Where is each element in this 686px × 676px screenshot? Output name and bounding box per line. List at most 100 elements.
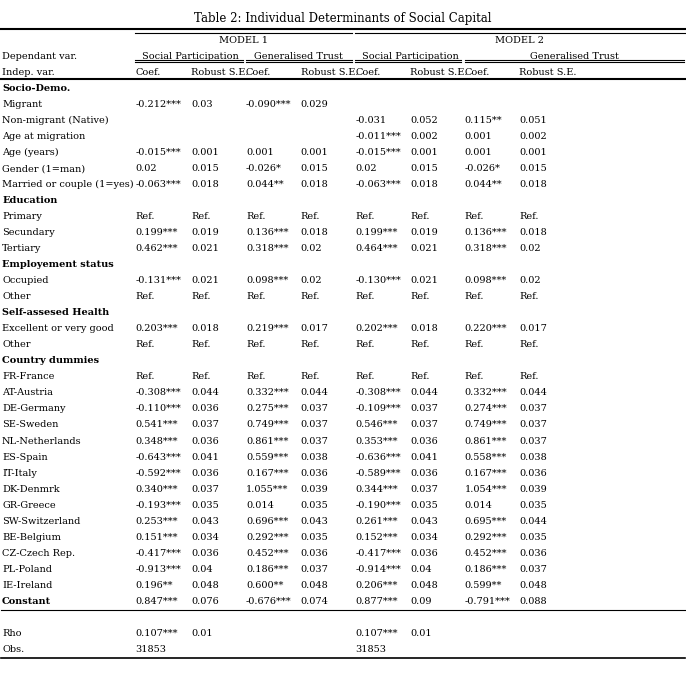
Text: 0.074: 0.074: [300, 597, 329, 606]
Text: 0.076: 0.076: [191, 597, 219, 606]
Text: 0.015: 0.015: [191, 164, 219, 173]
Text: Tertiary: Tertiary: [2, 244, 41, 254]
Text: AT-Austria: AT-Austria: [2, 389, 53, 397]
Text: 0.098***: 0.098***: [246, 276, 288, 285]
Text: 0.695***: 0.695***: [464, 516, 507, 526]
Text: 0.199***: 0.199***: [135, 228, 178, 237]
Text: 0.038: 0.038: [300, 452, 329, 462]
Text: 0.261***: 0.261***: [355, 516, 398, 526]
Text: -0.914***: -0.914***: [355, 564, 401, 574]
Text: 0.04: 0.04: [191, 564, 213, 574]
Text: 0.292***: 0.292***: [246, 533, 289, 541]
Text: -0.063***: -0.063***: [355, 180, 401, 189]
Text: 0.041: 0.041: [191, 452, 220, 462]
Text: 0.599**: 0.599**: [464, 581, 502, 589]
Text: Constant: Constant: [2, 597, 51, 606]
Text: -0.090***: -0.090***: [246, 100, 292, 109]
Text: 0.044: 0.044: [191, 389, 220, 397]
Text: 1.054***: 1.054***: [464, 485, 507, 493]
Text: Indep. var.: Indep. var.: [2, 68, 55, 77]
Text: 0.136***: 0.136***: [464, 228, 507, 237]
Text: 0.048: 0.048: [300, 581, 329, 589]
Text: -0.308***: -0.308***: [135, 389, 181, 397]
Text: 0.546***: 0.546***: [355, 420, 398, 429]
Text: -0.417***: -0.417***: [135, 549, 181, 558]
Text: Ref.: Ref.: [519, 292, 539, 301]
Text: 0.219***: 0.219***: [246, 324, 289, 333]
Text: 0.199***: 0.199***: [355, 228, 398, 237]
Text: Self-assesed Health: Self-assesed Health: [2, 308, 109, 317]
Text: 0.035: 0.035: [410, 501, 438, 510]
Text: 0.037: 0.037: [519, 437, 547, 445]
Text: 0.019: 0.019: [191, 228, 219, 237]
Text: Ref.: Ref.: [410, 341, 429, 349]
Text: 0.253***: 0.253***: [135, 516, 178, 526]
Text: 0.152***: 0.152***: [355, 533, 398, 541]
Text: Obs.: Obs.: [2, 645, 24, 654]
Text: 0.186***: 0.186***: [246, 564, 288, 574]
Text: Coef.: Coef.: [246, 68, 272, 77]
Text: Ref.: Ref.: [355, 341, 375, 349]
Text: Secundary: Secundary: [2, 228, 55, 237]
Text: 0.088: 0.088: [519, 597, 547, 606]
Text: -0.031: -0.031: [355, 116, 386, 125]
Text: 0.02: 0.02: [519, 244, 541, 254]
Text: 0.044: 0.044: [410, 389, 438, 397]
Text: Ref.: Ref.: [246, 212, 265, 221]
Text: Ref.: Ref.: [135, 212, 155, 221]
Text: 0.02: 0.02: [300, 276, 322, 285]
Text: 0.038: 0.038: [519, 452, 547, 462]
Text: Coef.: Coef.: [135, 68, 161, 77]
Text: 0.019: 0.019: [410, 228, 438, 237]
Text: 0.036: 0.036: [191, 404, 219, 414]
Text: 0.037: 0.037: [191, 420, 220, 429]
Text: 0.348***: 0.348***: [135, 437, 178, 445]
Text: Ref.: Ref.: [191, 292, 211, 301]
Text: Dependant var.: Dependant var.: [2, 52, 78, 61]
Text: Ref.: Ref.: [135, 292, 155, 301]
Text: 0.332***: 0.332***: [246, 389, 289, 397]
Text: IT-Italy: IT-Italy: [2, 468, 37, 477]
Text: -0.417***: -0.417***: [355, 549, 401, 558]
Text: 0.318***: 0.318***: [464, 244, 507, 254]
Text: 0.02: 0.02: [135, 164, 157, 173]
Text: 0.02: 0.02: [300, 244, 322, 254]
Text: 0.02: 0.02: [519, 276, 541, 285]
Text: 0.037: 0.037: [519, 420, 547, 429]
Text: 0.036: 0.036: [410, 549, 438, 558]
Text: Ref.: Ref.: [355, 212, 375, 221]
Text: 0.001: 0.001: [464, 132, 493, 141]
Text: 0.052: 0.052: [410, 116, 438, 125]
Text: 0.167***: 0.167***: [246, 468, 289, 477]
Text: IE-Ireland: IE-Ireland: [2, 581, 52, 589]
Text: 0.600**: 0.600**: [246, 581, 283, 589]
Text: 0.001: 0.001: [464, 148, 493, 157]
Text: 0.344***: 0.344***: [355, 485, 398, 493]
Text: Occupied: Occupied: [2, 276, 49, 285]
Text: CZ-Czech Rep.: CZ-Czech Rep.: [2, 549, 75, 558]
Text: 0.043: 0.043: [410, 516, 438, 526]
Text: Robust S.E.: Robust S.E.: [191, 68, 249, 77]
Text: 0.037: 0.037: [191, 485, 220, 493]
Text: -0.026*: -0.026*: [464, 164, 501, 173]
Text: 0.037: 0.037: [410, 404, 438, 414]
Text: 0.001: 0.001: [519, 148, 547, 157]
Text: 0.202***: 0.202***: [355, 324, 398, 333]
Text: 0.044: 0.044: [519, 516, 547, 526]
Text: 0.186***: 0.186***: [464, 564, 507, 574]
Text: -0.131***: -0.131***: [135, 276, 181, 285]
Text: DE-Germany: DE-Germany: [2, 404, 66, 414]
Text: 0.034: 0.034: [410, 533, 438, 541]
Text: 0.035: 0.035: [519, 533, 547, 541]
Text: Ref.: Ref.: [355, 292, 375, 301]
Text: -0.308***: -0.308***: [355, 389, 401, 397]
Text: 0.036: 0.036: [410, 468, 438, 477]
Text: Ref.: Ref.: [246, 372, 265, 381]
Text: Country dummies: Country dummies: [2, 356, 99, 366]
Text: 0.018: 0.018: [410, 180, 438, 189]
Text: Age (years): Age (years): [2, 148, 59, 158]
Text: Non-migrant (Native): Non-migrant (Native): [2, 116, 108, 125]
Text: NL-Netherlands: NL-Netherlands: [2, 437, 82, 445]
Text: Married or couple (1=yes): Married or couple (1=yes): [2, 180, 134, 189]
Text: Ref.: Ref.: [464, 341, 484, 349]
